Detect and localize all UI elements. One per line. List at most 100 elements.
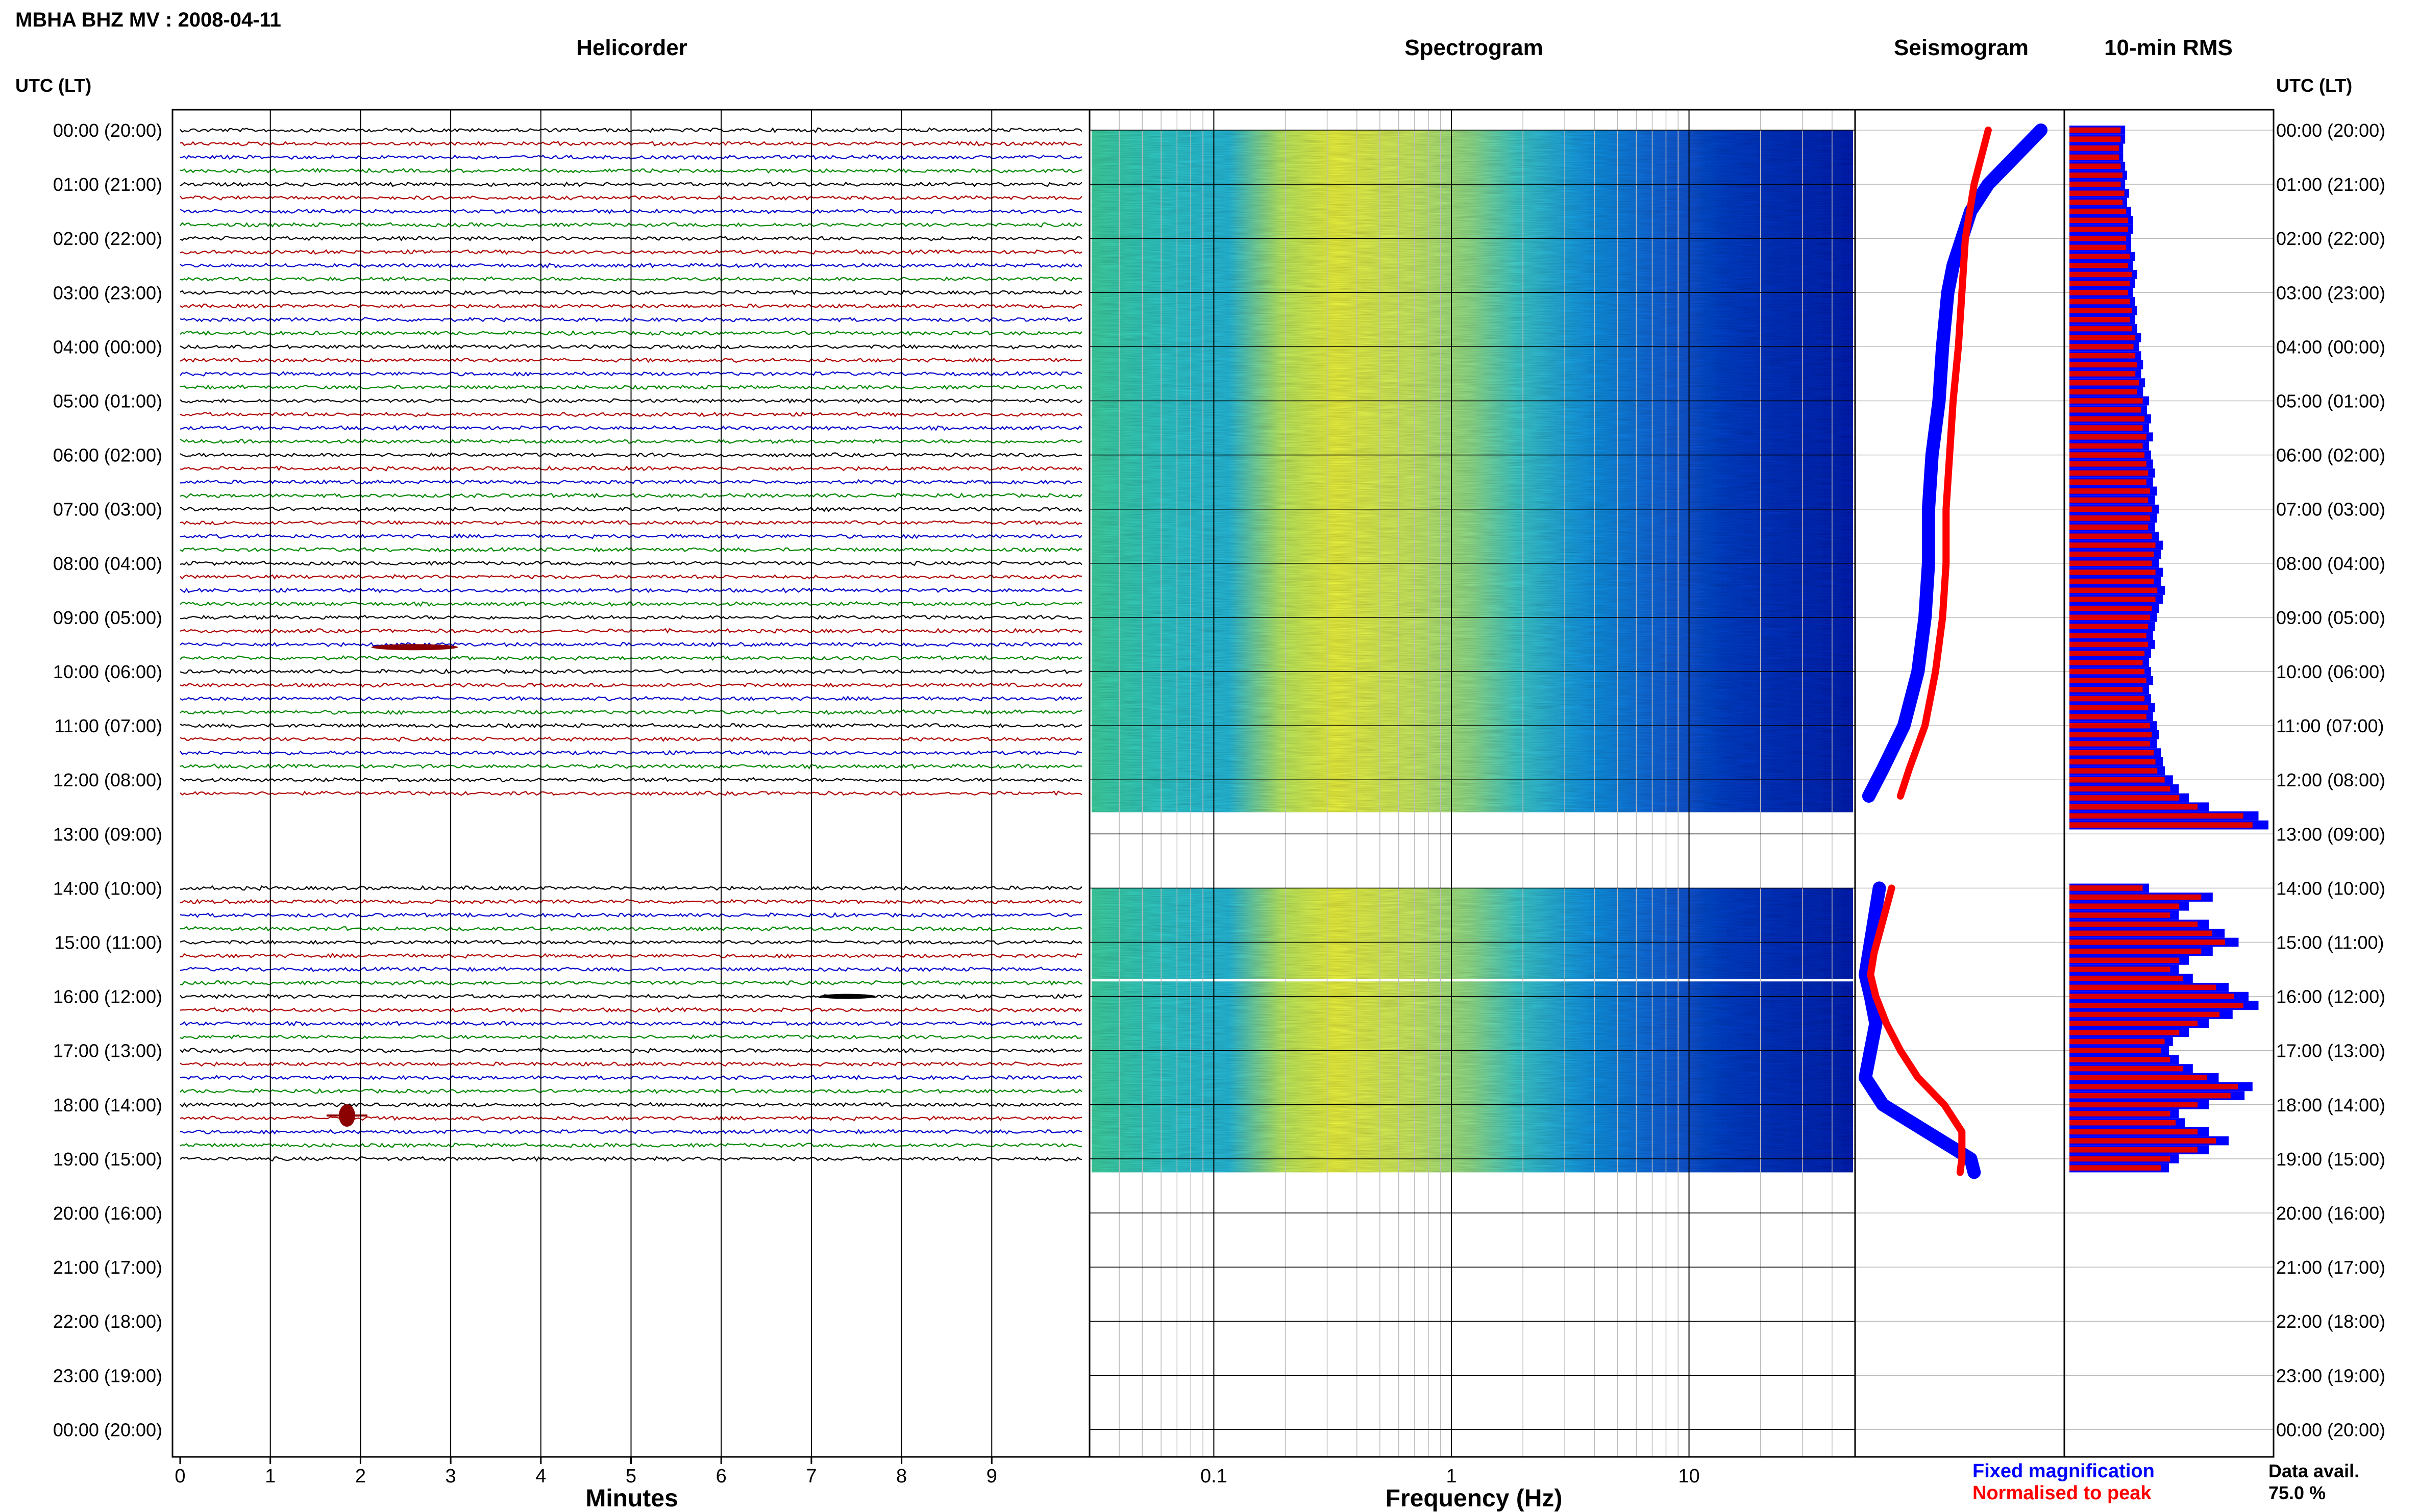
row-label-left: 05:00 (01:00) <box>53 391 162 412</box>
rms-bar-normalised <box>2069 281 2130 286</box>
row-label-left: 19:00 (15:00) <box>53 1149 162 1170</box>
row-label-left: 12:00 (08:00) <box>53 770 162 790</box>
rms-bar-normalised <box>2069 551 2154 557</box>
rms-bar-normalised <box>2069 289 2128 295</box>
row-label-right: 15:00 (11:00) <box>2276 932 2384 953</box>
rms-bar-normalised <box>2069 542 2156 548</box>
rms-bar-normalised <box>2069 506 2152 512</box>
row-label-left: 14:00 (10:00) <box>53 878 162 899</box>
rms-bar-normalised <box>2069 786 2170 792</box>
row-label-right: 06:00 (02:00) <box>2276 445 2385 466</box>
helicorder-tick-label: 0 <box>175 1466 185 1487</box>
rms-bar-normalised <box>2069 994 2234 999</box>
rms-bar-normalised <box>2069 678 2146 683</box>
row-label-right: 20:00 (16:00) <box>2276 1203 2385 1224</box>
row-label-right: 05:00 (01:00) <box>2276 391 2385 412</box>
seismogram-title: Seismogram <box>1894 35 2029 60</box>
rms-bar-normalised <box>2069 362 2137 368</box>
spectrogram-block <box>1092 130 1853 812</box>
rms-bar-normalised <box>2069 145 2119 151</box>
data-availability-label: Data avail. <box>2268 1460 2359 1481</box>
rms-bar-normalised <box>2069 750 2154 756</box>
spectrogram-block <box>1092 888 1853 1173</box>
helicorder-tick-label: 2 <box>355 1466 366 1487</box>
row-label-right: 00:00 (20:00) <box>2276 1419 2385 1440</box>
rms-bar-normalised <box>2069 1075 2207 1081</box>
rms-frame <box>2063 109 2275 1458</box>
rms-bar-normalised <box>2069 921 2198 927</box>
rms-bar-normalised <box>2069 434 2146 440</box>
rms-bar-normalised <box>2069 452 2145 458</box>
rms-bar-normalised <box>2069 335 2136 341</box>
rms-bar-normalised <box>2069 597 2156 602</box>
rms-bar-normalised <box>2069 398 2143 404</box>
rms-bar-normalised <box>2069 461 2146 467</box>
rms-bar-normalised <box>2069 172 2123 178</box>
rms-bar-normalised <box>2069 777 2165 783</box>
row-label-right: 09:00 (05:00) <box>2276 607 2385 628</box>
row-label-left: 18:00 (14:00) <box>53 1095 162 1116</box>
row-label-right: 14:00 (10:00) <box>2276 878 2385 899</box>
row-label-left: 08:00 (04:00) <box>53 553 162 574</box>
row-label-right: 13:00 (09:00) <box>2276 824 2385 845</box>
row-labels-left: 00:00 (20:00) 01:00 (21:00) 02:00 (22:00) 0… <box>53 120 162 1440</box>
rms-bar-normalised <box>2069 326 2132 332</box>
rms-bar-normalised <box>2069 389 2137 395</box>
row-label-left: 23:00 (19:00) <box>53 1365 162 1386</box>
rms-bar-normalised <box>2069 687 2143 692</box>
rms-bar-normalised <box>2069 939 2225 945</box>
rms-bar-normalised <box>2069 948 2202 954</box>
rms-bar-normalised <box>2069 894 2202 900</box>
row-label-left: 16:00 (12:00) <box>53 986 162 1007</box>
rms-bar-normalised <box>2069 136 2121 142</box>
rms-bar-normalised <box>2069 1002 2243 1008</box>
helicorder-tick-label: 5 <box>626 1466 636 1487</box>
helicorder-panel: 0 1 2 3 4 5 6 7 8 9 <box>171 109 1091 1487</box>
row-label-left: 21:00 (17:00) <box>53 1257 162 1278</box>
legend-fixed-magnification: Fixed magnification <box>1972 1460 2155 1482</box>
rms-panel <box>2063 109 2275 1458</box>
rms-bar-normalised <box>2069 299 2130 305</box>
rms-bar-normalised <box>2069 966 2170 972</box>
rms-bar-normalised <box>2069 353 2136 359</box>
helicorder-event <box>819 994 876 999</box>
row-label-left: 02:00 (22:00) <box>53 228 162 249</box>
seismogram-series-fixed <box>1859 123 2048 1179</box>
rms-bar-normalised <box>2069 190 2125 196</box>
rms-bar-normalised <box>2069 912 2170 918</box>
rms-bar-normalised <box>2069 885 2143 891</box>
rms-bar-normalised <box>2069 208 2127 214</box>
helicorder-title: Helicorder <box>576 35 687 60</box>
rms-bar-normalised <box>2069 759 2156 765</box>
rms-bar-normalised <box>2069 651 2145 656</box>
row-label-left: 17:00 (13:00) <box>53 1040 162 1061</box>
row-label-right: 18:00 (14:00) <box>2276 1095 2385 1116</box>
rms-bar-normalised <box>2069 407 2141 413</box>
spectrogram-tick-label: 1 <box>1446 1466 1457 1487</box>
rms-bar-normalised <box>2069 244 2127 251</box>
rms-bar-normalised <box>2069 1111 2170 1117</box>
rms-bar-normalised <box>2069 660 2143 665</box>
helicorder-tick-label: 4 <box>535 1466 546 1487</box>
rms-bar-normalised <box>2069 723 2150 729</box>
rms-bar-normalised <box>2069 1084 2238 1089</box>
row-labels-right: 00:00 (20:00) 01:00 (21:00) 02:00 (22:00) 0… <box>2276 120 2385 1440</box>
rms-bar-normalised <box>2069 624 2149 629</box>
data-availability-value: 75.0 % <box>2268 1482 2326 1503</box>
row-label-left: 00:00 (20:00) <box>53 120 162 141</box>
rms-bar-normalised <box>2069 614 2150 621</box>
rms-bar-normalised <box>2069 163 2121 169</box>
helicorder-xlabel: Minutes <box>585 1485 678 1512</box>
rms-title: 10-min RMS <box>2104 35 2233 60</box>
rms-bar-normalised <box>2069 957 2180 963</box>
rms-bar-normalised <box>2069 1129 2198 1135</box>
row-label-right: 21:00 (17:00) <box>2276 1257 2385 1278</box>
rms-bar-normalised <box>2069 262 2128 268</box>
rms-bar-normalised <box>2069 696 2145 702</box>
rms-bar-normalised <box>2069 308 2132 313</box>
rms-bar-normalised <box>2069 497 2149 503</box>
spectrogram-title: Spectrogram <box>1404 35 1543 60</box>
rms-bar-normalised <box>2069 1093 2231 1099</box>
rms-bar-normalised <box>2069 1120 2176 1126</box>
